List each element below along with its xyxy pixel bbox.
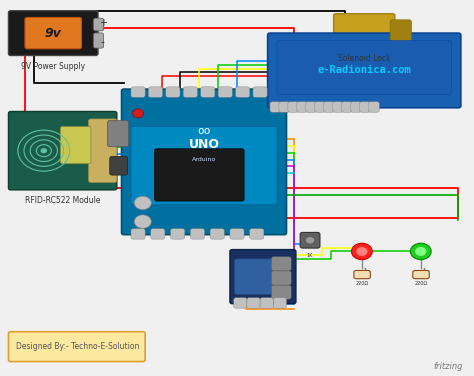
FancyBboxPatch shape [131, 229, 145, 239]
Circle shape [305, 237, 315, 244]
FancyBboxPatch shape [191, 229, 204, 239]
FancyBboxPatch shape [183, 87, 197, 97]
FancyBboxPatch shape [351, 102, 361, 112]
Text: RFID-RC522 Module: RFID-RC522 Module [25, 196, 100, 205]
FancyBboxPatch shape [273, 298, 286, 308]
FancyBboxPatch shape [9, 11, 98, 56]
Text: oo: oo [197, 126, 211, 136]
FancyBboxPatch shape [9, 112, 117, 190]
Circle shape [356, 247, 367, 256]
FancyBboxPatch shape [334, 14, 395, 48]
FancyBboxPatch shape [148, 87, 163, 97]
FancyBboxPatch shape [155, 149, 244, 201]
FancyBboxPatch shape [324, 102, 335, 112]
FancyBboxPatch shape [306, 102, 317, 112]
Text: UNO: UNO [189, 138, 219, 152]
FancyBboxPatch shape [268, 33, 461, 108]
FancyBboxPatch shape [151, 229, 165, 239]
FancyBboxPatch shape [9, 332, 145, 362]
FancyBboxPatch shape [413, 270, 429, 279]
FancyBboxPatch shape [272, 257, 291, 271]
FancyBboxPatch shape [93, 33, 104, 48]
FancyBboxPatch shape [368, 102, 379, 112]
FancyBboxPatch shape [210, 229, 224, 239]
FancyBboxPatch shape [272, 285, 291, 299]
Text: -: - [100, 37, 105, 47]
Circle shape [415, 247, 427, 256]
FancyBboxPatch shape [359, 102, 370, 112]
FancyBboxPatch shape [110, 156, 128, 175]
Text: 220Ω: 220Ω [356, 280, 368, 285]
FancyBboxPatch shape [300, 232, 320, 248]
FancyBboxPatch shape [93, 18, 104, 31]
FancyBboxPatch shape [315, 102, 326, 112]
FancyBboxPatch shape [279, 102, 290, 112]
Text: +: + [99, 18, 107, 28]
Text: Designed By:- Techno-E-Solution: Designed By:- Techno-E-Solution [17, 342, 140, 351]
Circle shape [352, 243, 372, 260]
FancyBboxPatch shape [235, 259, 273, 294]
FancyBboxPatch shape [171, 229, 185, 239]
FancyBboxPatch shape [354, 270, 370, 279]
FancyBboxPatch shape [247, 298, 260, 308]
Text: 220Ω: 220Ω [414, 280, 428, 285]
FancyBboxPatch shape [89, 119, 117, 182]
Text: 1K: 1K [307, 253, 313, 258]
FancyBboxPatch shape [218, 87, 232, 97]
FancyBboxPatch shape [166, 87, 180, 97]
Circle shape [132, 109, 144, 118]
FancyBboxPatch shape [297, 102, 308, 112]
FancyBboxPatch shape [131, 126, 277, 205]
Circle shape [410, 243, 431, 260]
Circle shape [40, 148, 47, 153]
Text: 9V Power Supply: 9V Power Supply [21, 62, 85, 71]
FancyBboxPatch shape [131, 87, 145, 97]
FancyBboxPatch shape [25, 17, 82, 49]
FancyBboxPatch shape [342, 102, 353, 112]
FancyBboxPatch shape [272, 271, 291, 285]
Circle shape [134, 215, 151, 228]
Text: Solenoid Lock: Solenoid Lock [338, 55, 391, 64]
FancyBboxPatch shape [236, 87, 250, 97]
FancyBboxPatch shape [270, 102, 281, 112]
FancyBboxPatch shape [121, 89, 286, 235]
FancyBboxPatch shape [253, 87, 267, 97]
FancyBboxPatch shape [250, 229, 264, 239]
FancyBboxPatch shape [390, 20, 411, 42]
FancyBboxPatch shape [60, 126, 91, 164]
FancyBboxPatch shape [230, 250, 296, 304]
FancyBboxPatch shape [230, 229, 244, 239]
FancyBboxPatch shape [288, 102, 299, 112]
Text: Arduino: Arduino [192, 156, 216, 162]
FancyBboxPatch shape [234, 298, 247, 308]
FancyBboxPatch shape [260, 298, 273, 308]
FancyBboxPatch shape [277, 41, 451, 95]
FancyBboxPatch shape [201, 87, 215, 97]
FancyBboxPatch shape [333, 102, 344, 112]
Circle shape [134, 196, 151, 210]
FancyBboxPatch shape [108, 121, 128, 147]
Text: e-Radionica.com: e-Radionica.com [318, 65, 411, 76]
Text: 9v: 9v [45, 27, 62, 39]
Text: fritzing: fritzing [434, 362, 463, 371]
